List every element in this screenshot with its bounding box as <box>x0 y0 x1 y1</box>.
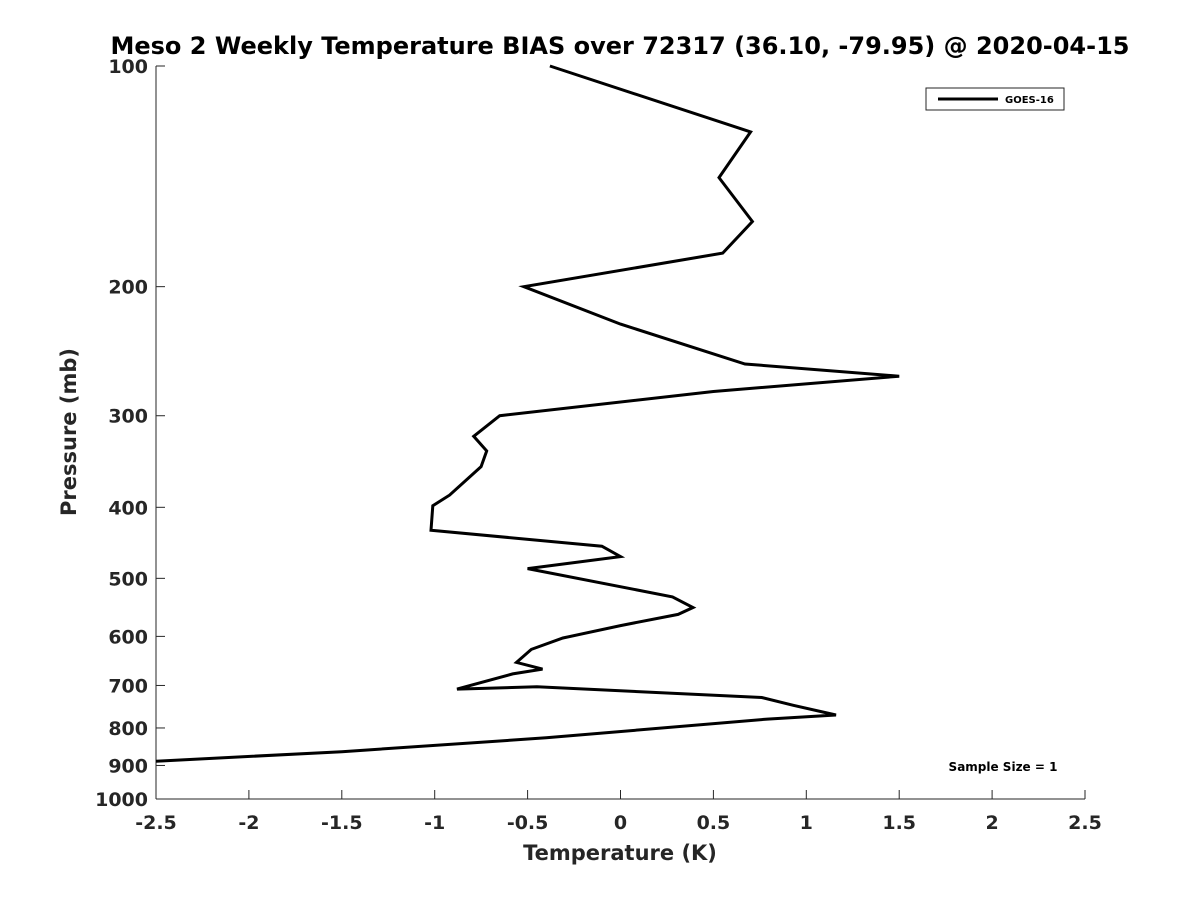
x-tick-label: 0.5 <box>697 812 731 834</box>
y-tick-label: 1000 <box>95 789 148 811</box>
x-tick-label: 2.5 <box>1068 812 1102 834</box>
series-line-goes-16 <box>155 64 900 763</box>
y-tick-label: 200 <box>108 277 148 299</box>
sample-size-annotation: Sample Size = 1 <box>949 760 1058 774</box>
x-tick-label: -2 <box>238 812 259 834</box>
x-tick-label: 1.5 <box>882 812 916 834</box>
y-tick-label: 500 <box>108 568 148 590</box>
x-tick-label: -1.5 <box>321 812 363 834</box>
x-tick-label: -0.5 <box>507 812 549 834</box>
x-tick-label: -1 <box>424 812 445 834</box>
chart-title: Meso 2 Weekly Temperature BIAS over 7231… <box>110 32 1129 60</box>
legend-label: GOES-16 <box>1005 95 1054 106</box>
x-tick-label: 2 <box>985 812 998 834</box>
x-tick-label: 0 <box>614 812 627 834</box>
x-tick-label: -2.5 <box>135 812 177 834</box>
y-tick-label: 800 <box>108 718 148 740</box>
y-tick-label: 700 <box>108 675 148 697</box>
y-tick-label: 400 <box>108 497 148 519</box>
legend: GOES-16 <box>925 87 1065 111</box>
y-tick-label: 900 <box>108 755 148 777</box>
y-tick-label: 100 <box>108 56 148 78</box>
plot-area <box>156 66 1085 799</box>
y-tick-label: 300 <box>108 406 148 428</box>
y-axis-ticks: 100 200 300 400 500 600 700 800 900 1000 <box>95 56 165 811</box>
x-tick-label: 1 <box>800 812 813 834</box>
x-axis-ticks: -2.5 -2 -1.5 -1 -0.5 0 0.5 1 1.5 2 2.5 <box>135 790 1102 834</box>
x-axis-label: Temperature (K) <box>523 841 717 865</box>
y-tick-label: 600 <box>108 626 148 648</box>
y-axis-label: Pressure (mb) <box>57 348 81 516</box>
